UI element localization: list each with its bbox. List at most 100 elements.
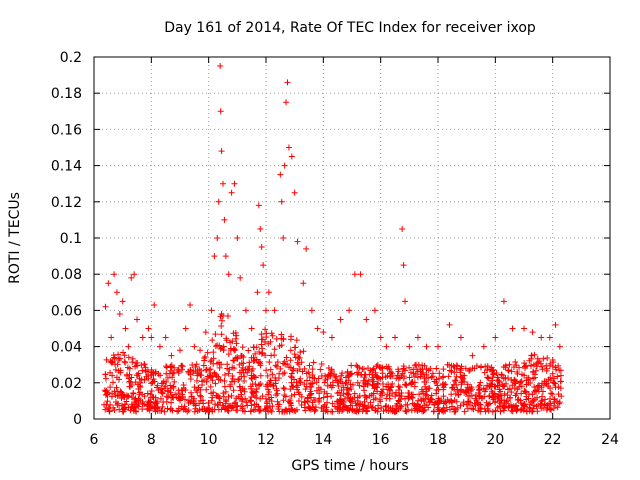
data-point <box>115 367 122 374</box>
data-point <box>250 344 257 351</box>
data-point <box>242 395 249 402</box>
x-tick-label: 22 <box>544 432 562 448</box>
data-point <box>128 274 135 281</box>
data-point <box>278 198 285 205</box>
data-point <box>257 358 264 365</box>
data-point <box>310 359 317 366</box>
data-point <box>191 384 198 391</box>
data-point <box>109 372 116 379</box>
data-point <box>377 398 384 405</box>
data-point <box>154 382 161 389</box>
data-point <box>120 391 127 398</box>
data-point <box>344 391 351 398</box>
data-point <box>218 317 225 324</box>
data-point <box>307 388 314 395</box>
data-point <box>230 330 237 337</box>
data-point <box>344 369 351 376</box>
data-point <box>207 383 214 390</box>
data-point <box>317 386 324 393</box>
y-tick-label: 0.18 <box>51 86 82 102</box>
data-point <box>351 394 358 401</box>
data-point <box>360 377 367 384</box>
data-point <box>280 397 287 404</box>
data-point <box>307 380 314 387</box>
data-point <box>250 406 257 413</box>
data-point <box>262 395 269 402</box>
data-point <box>230 404 237 411</box>
data-point <box>411 362 418 369</box>
data-point <box>406 364 413 371</box>
data-point <box>232 335 239 342</box>
data-point <box>424 392 431 399</box>
data-point <box>360 405 367 412</box>
data-point <box>328 393 335 400</box>
data-point <box>117 388 124 395</box>
data-point <box>288 392 295 399</box>
data-point <box>300 348 307 355</box>
data-point <box>156 407 163 414</box>
data-point <box>384 391 391 398</box>
data-point <box>293 337 300 344</box>
data-point <box>400 262 407 269</box>
data-point <box>374 361 381 368</box>
data-point <box>522 363 529 370</box>
data-point <box>530 402 537 409</box>
data-point <box>291 344 298 351</box>
data-point <box>516 383 523 390</box>
data-point <box>277 365 284 372</box>
data-point <box>505 367 512 374</box>
data-point <box>248 393 255 400</box>
data-point <box>333 373 340 380</box>
data-point <box>533 363 540 370</box>
data-point <box>145 398 152 405</box>
data-point <box>237 387 244 394</box>
data-point <box>406 343 413 350</box>
data-point <box>498 371 505 378</box>
data-point <box>291 189 298 196</box>
data-point <box>281 392 288 399</box>
data-point <box>288 379 295 386</box>
data-point <box>357 271 364 278</box>
data-point <box>298 393 305 400</box>
data-point <box>124 364 131 371</box>
data-point <box>334 390 341 397</box>
data-point <box>488 388 495 395</box>
data-point <box>111 354 118 361</box>
data-point <box>262 408 269 415</box>
data-point <box>492 334 499 341</box>
data-point <box>271 352 278 359</box>
data-point <box>253 389 260 396</box>
data-point <box>263 307 269 314</box>
data-point <box>324 373 331 380</box>
data-point <box>321 388 328 395</box>
data-point <box>295 355 302 362</box>
data-point <box>380 407 387 414</box>
data-point <box>261 338 268 345</box>
data-point <box>190 400 197 407</box>
data-point <box>510 403 517 410</box>
data-point <box>116 376 123 383</box>
data-point <box>259 349 266 356</box>
data-point <box>133 408 140 415</box>
data-point <box>337 376 344 383</box>
data-point <box>540 404 547 411</box>
data-point <box>114 361 121 368</box>
data-point <box>217 108 224 115</box>
data-point <box>337 398 344 405</box>
data-point <box>396 392 403 399</box>
data-point <box>353 362 360 369</box>
data-point <box>215 373 222 380</box>
data-point <box>159 390 166 397</box>
data-point <box>156 343 163 350</box>
data-point <box>239 403 246 410</box>
data-point <box>103 387 110 394</box>
data-point <box>131 401 138 408</box>
data-point <box>446 406 453 413</box>
data-point <box>478 406 485 413</box>
data-point <box>111 271 118 278</box>
data-point <box>281 386 288 393</box>
data-point <box>528 352 535 359</box>
data-point <box>112 399 119 406</box>
data-point <box>302 399 309 406</box>
data-point <box>241 377 248 384</box>
